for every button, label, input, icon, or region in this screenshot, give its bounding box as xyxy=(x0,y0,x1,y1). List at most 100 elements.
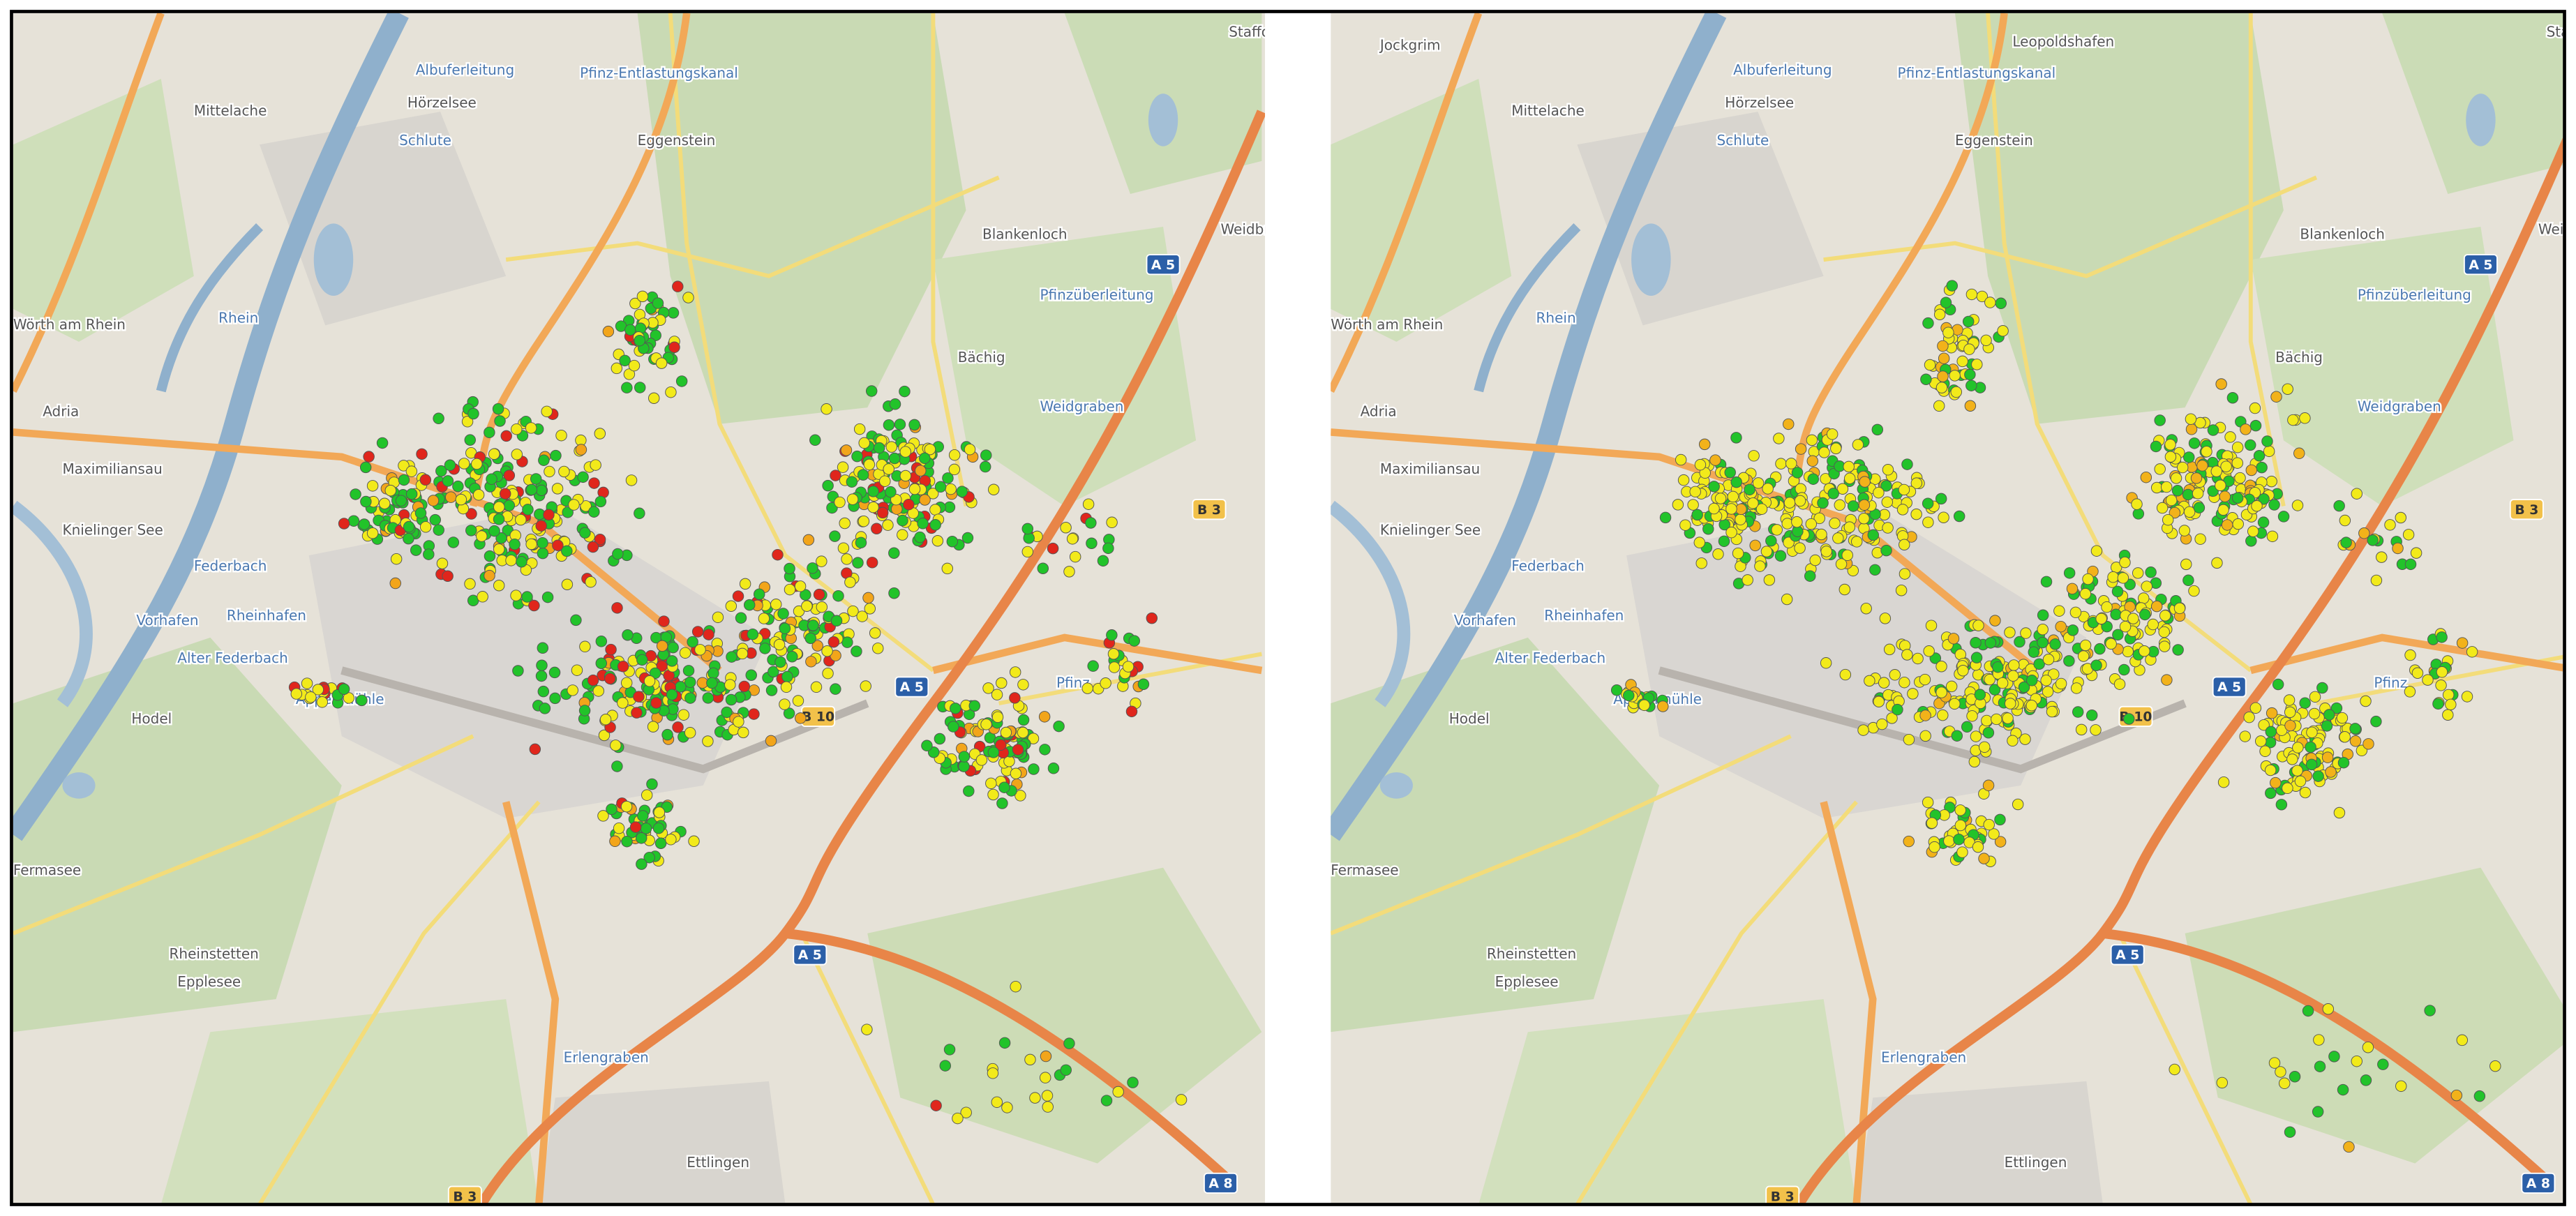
dot xyxy=(998,781,1010,793)
dot xyxy=(899,470,912,482)
dot xyxy=(1843,472,1856,485)
dot xyxy=(1994,836,2007,848)
dot xyxy=(2466,646,2478,658)
dot xyxy=(2299,412,2311,424)
dot xyxy=(2004,626,2016,638)
dot xyxy=(724,679,736,691)
dot xyxy=(595,636,608,647)
dot xyxy=(587,541,599,553)
dot xyxy=(844,576,856,588)
dot xyxy=(433,524,444,536)
dot xyxy=(643,675,656,687)
dot xyxy=(356,694,368,707)
dot xyxy=(1996,677,2009,689)
dot xyxy=(2294,775,2307,788)
dot xyxy=(433,412,444,425)
dot xyxy=(312,684,324,696)
dot xyxy=(860,680,871,692)
dot xyxy=(903,498,915,511)
dot xyxy=(1102,542,1114,555)
dot xyxy=(1970,730,1982,742)
dot xyxy=(1100,677,1111,689)
dot xyxy=(946,536,959,548)
dot xyxy=(343,692,355,704)
dot xyxy=(801,600,813,612)
dot xyxy=(2147,618,2159,631)
dot xyxy=(2037,636,2049,649)
dot xyxy=(363,451,375,463)
dot xyxy=(995,739,1007,751)
dot xyxy=(774,656,786,668)
dot xyxy=(1730,476,1742,488)
dot xyxy=(2384,519,2396,531)
dot xyxy=(499,488,511,500)
dot xyxy=(1972,841,1984,853)
water-label: Schlute xyxy=(1717,132,1769,149)
dot xyxy=(629,821,642,833)
dot xyxy=(871,523,883,535)
dot xyxy=(1732,547,1744,560)
dot xyxy=(2436,666,2448,678)
dot xyxy=(753,588,765,600)
dot xyxy=(1830,442,1842,455)
dot xyxy=(897,529,908,541)
dot xyxy=(770,599,782,610)
dot xyxy=(2079,639,2092,652)
dot xyxy=(1752,477,1765,489)
dot xyxy=(1950,386,1963,398)
dot xyxy=(1702,523,1714,535)
dot xyxy=(575,444,587,456)
dot xyxy=(2117,572,2129,584)
dot xyxy=(857,469,869,481)
dot xyxy=(649,667,661,680)
dot xyxy=(2067,624,2079,636)
dot xyxy=(702,735,714,747)
dot xyxy=(1107,648,1120,660)
dot xyxy=(543,509,555,521)
dot xyxy=(360,495,372,508)
dot xyxy=(2339,731,2351,743)
dot xyxy=(530,473,542,485)
dot xyxy=(447,536,460,548)
dot xyxy=(633,691,645,703)
dot xyxy=(488,525,500,537)
dot xyxy=(1933,400,1945,412)
dot xyxy=(1980,334,1992,347)
dot xyxy=(316,696,329,708)
road-shield xyxy=(2509,499,2544,520)
dot xyxy=(419,521,432,533)
dot xyxy=(767,666,779,678)
dot xyxy=(390,553,403,565)
dot xyxy=(2337,756,2350,769)
dot xyxy=(2194,533,2206,545)
dot xyxy=(779,698,791,710)
dot xyxy=(1012,744,1024,756)
dot xyxy=(350,488,361,500)
dot xyxy=(2159,640,2171,652)
water-label: Erlengraben xyxy=(1881,1049,1966,1065)
dot xyxy=(1964,400,1977,412)
place-label: Fermasee xyxy=(13,862,81,878)
dot xyxy=(869,627,881,639)
dot xyxy=(826,502,838,514)
water-label: Alter Federbach xyxy=(1495,650,1606,666)
dot xyxy=(1063,1037,1075,1049)
dot xyxy=(510,590,522,601)
dot xyxy=(2314,1060,2326,1072)
dot xyxy=(1060,1064,1072,1076)
dot xyxy=(1775,458,1787,470)
dot xyxy=(2077,650,2090,662)
dot xyxy=(1935,660,1947,673)
road-label: B 3 xyxy=(1771,1189,1795,1204)
dot xyxy=(617,697,629,709)
dot xyxy=(1760,546,1773,557)
dot xyxy=(837,461,849,473)
dot xyxy=(544,465,555,478)
dot xyxy=(611,362,623,375)
dot xyxy=(366,480,379,492)
dot xyxy=(1989,615,2001,626)
dot xyxy=(889,398,901,410)
dot xyxy=(1675,453,1687,466)
dot xyxy=(509,538,521,550)
dot xyxy=(948,721,959,733)
